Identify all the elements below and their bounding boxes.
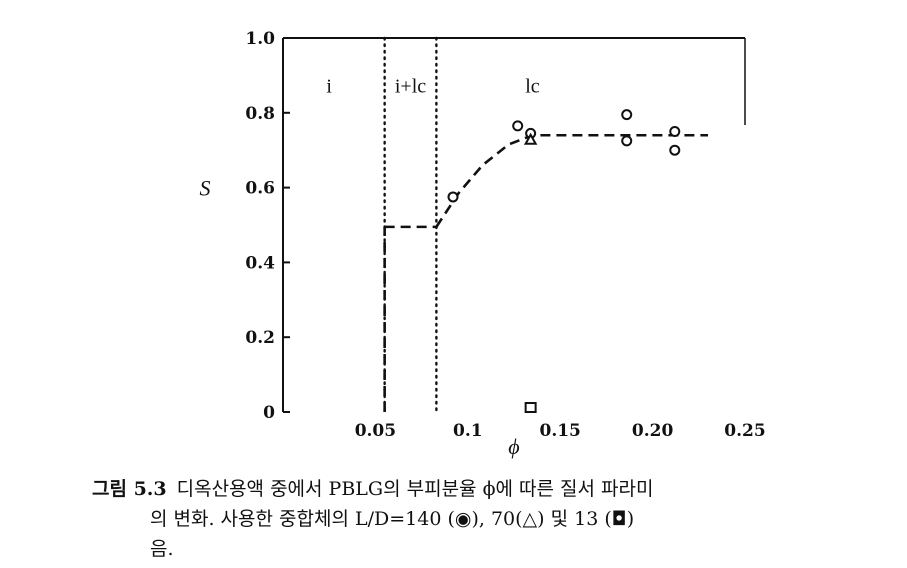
x-axis-label: ϕ: [508, 434, 519, 459]
x-tick-label: 0.15: [539, 421, 580, 441]
phase-label: i: [326, 76, 332, 98]
phase-label: i+lc: [395, 76, 426, 98]
x-tick-label: 0.05: [355, 421, 396, 441]
caption-line-2: 의 변화. 사용한 중합체의 L/D=140 (◉), 70(△) 및 13 (…: [150, 508, 635, 530]
triangle-marker: [523, 132, 538, 145]
circle-marker: [669, 126, 681, 137]
circle-marker: [621, 135, 633, 147]
data-markers: [447, 109, 681, 413]
x-tick-label: 0.20: [632, 421, 674, 441]
caption-line-3: 음.: [150, 538, 174, 560]
tick-labels: 0 0.2 0.4 0.6 0.8 1.0 0.05 0.1 0.15 0.20 0.25 ϕ S: [200, 29, 766, 459]
circle-marker: [512, 120, 524, 132]
caption-line-1: 디옥산용액 중에서 PBLG의 부피분율 ϕ에 따른 질서 파라미: [176, 478, 654, 500]
phase-label: lc: [525, 76, 540, 98]
circle-marker: [621, 109, 633, 121]
trend-curve: [383, 133, 709, 412]
trend-line-segment: [435, 133, 709, 228]
circle-marker: [669, 144, 681, 156]
figure-number: 그림 5.3: [92, 478, 167, 500]
y-axis-label: S: [200, 176, 211, 201]
circle-marker: [447, 191, 459, 203]
figure-caption: 그림 5.3 디옥산용액 중에서 PBLG의 부피분율 ϕ에 따른 질서 파라미 …: [92, 474, 907, 564]
y-tick-label: 1.0: [245, 29, 275, 49]
y-tick-label: 0.6: [245, 179, 275, 199]
x-tick-label: 0.1: [453, 421, 483, 441]
y-tick-label: 0.2: [245, 328, 275, 348]
square-marker: [524, 402, 537, 413]
x-tick-label: 0.25: [724, 421, 765, 441]
phase-boundary-lines: [383, 36, 438, 414]
phase-labels: i i+lc lc: [326, 76, 539, 98]
y-tick-label: 0.4: [245, 253, 275, 273]
y-tick-label: 0: [263, 403, 275, 423]
plot-axes: [282, 37, 746, 413]
y-tick-label: 0.8: [245, 104, 275, 124]
